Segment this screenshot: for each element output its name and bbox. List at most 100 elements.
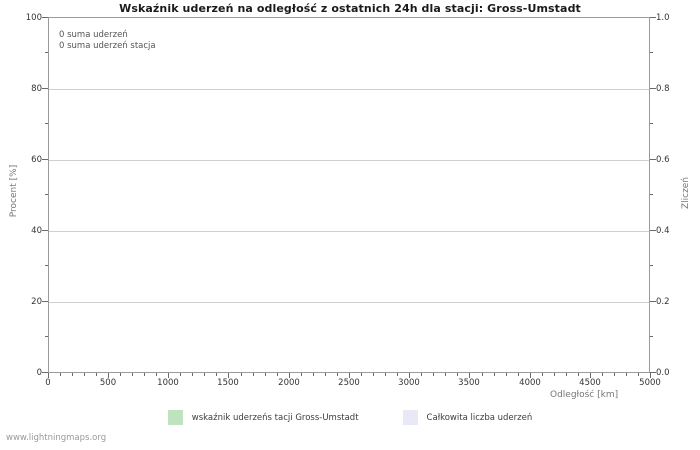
- x-minor-tick-4200: [554, 373, 555, 376]
- x-minor-tick-4100: [542, 373, 543, 376]
- x-tick-4500: [590, 373, 591, 378]
- x-minor-tick-3600: [482, 373, 483, 376]
- x-minor-tick-2300: [325, 373, 326, 376]
- x-minor-tick-1300: [204, 373, 205, 376]
- legend-label-total: Całkowita liczba uderzeń: [426, 412, 533, 423]
- gridline-40: [49, 231, 649, 232]
- legend-swatch-total-icon: [402, 410, 418, 425]
- x-tick-1000: [168, 373, 169, 378]
- y-minor-tick-right-0p3: [650, 265, 653, 266]
- y-tick-left-80: [42, 88, 48, 89]
- x-minor-tick-1400: [216, 373, 217, 376]
- annotation-line-2: 0 suma uderzeń stacja: [59, 41, 156, 51]
- legend-item-station[interactable]: wskaźnik uderzeńs tacji Gross-Umstadt: [167, 410, 359, 425]
- x-minor-tick-4600: [602, 373, 603, 376]
- x-minor-tick-3200: [433, 373, 434, 376]
- annotation-line-1: 0 suma uderzeń: [59, 30, 128, 40]
- x-label-3: 1500: [217, 378, 239, 388]
- x-tick-0: [48, 373, 49, 378]
- legend-item-total[interactable]: Całkowita liczba uderzeń: [402, 410, 533, 425]
- x-minor-tick-3300: [445, 373, 446, 376]
- y-axis-title-right: Zliczeń: [681, 176, 691, 210]
- y-minor-tick-right-0p7: [650, 123, 653, 124]
- x-label-5: 2500: [338, 378, 360, 388]
- x-minor-tick-600: [120, 373, 121, 376]
- x-minor-tick-2400: [337, 373, 338, 376]
- x-label-2: 1000: [157, 378, 179, 388]
- y-minor-tick-left-10: [45, 336, 48, 337]
- x-tick-3000: [409, 373, 410, 378]
- x-label-6: 3000: [398, 378, 420, 388]
- x-tick-2500: [349, 373, 350, 378]
- x-label-8: 4000: [519, 378, 541, 388]
- y-label-left-0: 100: [25, 13, 42, 23]
- x-minor-tick-3800: [506, 373, 507, 376]
- x-minor-tick-900: [156, 373, 157, 376]
- x-minor-tick-2800: [385, 373, 386, 376]
- x-tick-500: [108, 373, 109, 378]
- y-label-right-0: 1.0: [656, 13, 670, 23]
- x-minor-tick-100: [60, 373, 61, 376]
- y-label-left-4: 20: [31, 297, 42, 307]
- y-minor-tick-left-90: [45, 52, 48, 53]
- x-minor-tick-1700: [253, 373, 254, 376]
- gridline-80: [49, 89, 649, 90]
- x-tick-5000: [650, 373, 651, 378]
- y-tick-left-40: [42, 230, 48, 231]
- y-tick-right-0p0: [650, 372, 656, 373]
- x-tick-2000: [289, 373, 290, 378]
- x-axis-title: Odległość [km]: [550, 390, 619, 400]
- x-minor-tick-1900: [277, 373, 278, 376]
- y-label-right-5: 0.0: [656, 368, 670, 378]
- x-minor-tick-400: [96, 373, 97, 376]
- gridline-60: [49, 160, 649, 161]
- x-label-0: 0: [45, 378, 51, 388]
- x-minor-tick-1800: [265, 373, 266, 376]
- x-minor-tick-700: [132, 373, 133, 376]
- y-minor-tick-right-0p9: [650, 52, 653, 53]
- x-minor-tick-2200: [313, 373, 314, 376]
- y-minor-tick-left-70: [45, 123, 48, 124]
- x-minor-tick-3400: [457, 373, 458, 376]
- x-tick-3500: [469, 373, 470, 378]
- chart-legend: wskaźnik uderzeńs tacji Gross-Umstadt Ca…: [0, 410, 700, 425]
- x-label-10: 5000: [639, 378, 661, 388]
- y-tick-right-1p0: [650, 17, 656, 18]
- x-minor-tick-4900: [638, 373, 639, 376]
- x-minor-tick-3700: [494, 373, 495, 376]
- gridline-20: [49, 302, 649, 303]
- y-tick-left-60: [42, 159, 48, 160]
- y-axis-title-left: Procent [%]: [9, 164, 19, 218]
- y-tick-left-100: [42, 17, 48, 18]
- x-minor-tick-2900: [397, 373, 398, 376]
- y-minor-tick-left-50: [45, 194, 48, 195]
- x-minor-tick-300: [84, 373, 85, 376]
- x-minor-tick-1100: [180, 373, 181, 376]
- x-label-7: 3500: [458, 378, 480, 388]
- y-label-right-4: 0.2: [656, 297, 670, 307]
- x-minor-tick-4300: [566, 373, 567, 376]
- y-label-left-3: 40: [31, 226, 42, 236]
- chart-title: Wskaźnik uderzeń na odległość z ostatnic…: [119, 2, 581, 15]
- x-minor-tick-4800: [626, 373, 627, 376]
- x-tick-1500: [228, 373, 229, 378]
- y-tick-right-0p6: [650, 159, 656, 160]
- footer-url: www.lightningmaps.org: [6, 433, 107, 443]
- legend-label-station: wskaźnik uderzeńs tacji Gross-Umstadt: [191, 412, 359, 423]
- y-minor-tick-right-0p5: [650, 194, 653, 195]
- plot-annotation: 0 suma uderzeń 0 suma uderzeń stacja: [59, 30, 156, 52]
- x-minor-tick-2600: [361, 373, 362, 376]
- y-tick-right-0p2: [650, 301, 656, 302]
- y-label-left-2: 60: [31, 155, 42, 165]
- x-minor-tick-200: [72, 373, 73, 376]
- y-label-right-1: 0.8: [656, 84, 670, 94]
- legend-swatch-station-icon: [167, 410, 183, 425]
- y-label-left-5: 0: [36, 368, 42, 378]
- x-minor-tick-3100: [421, 373, 422, 376]
- x-label-4: 2000: [278, 378, 300, 388]
- x-minor-tick-4700: [614, 373, 615, 376]
- x-minor-tick-1200: [192, 373, 193, 376]
- y-tick-right-0p8: [650, 88, 656, 89]
- x-label-9: 4500: [579, 378, 601, 388]
